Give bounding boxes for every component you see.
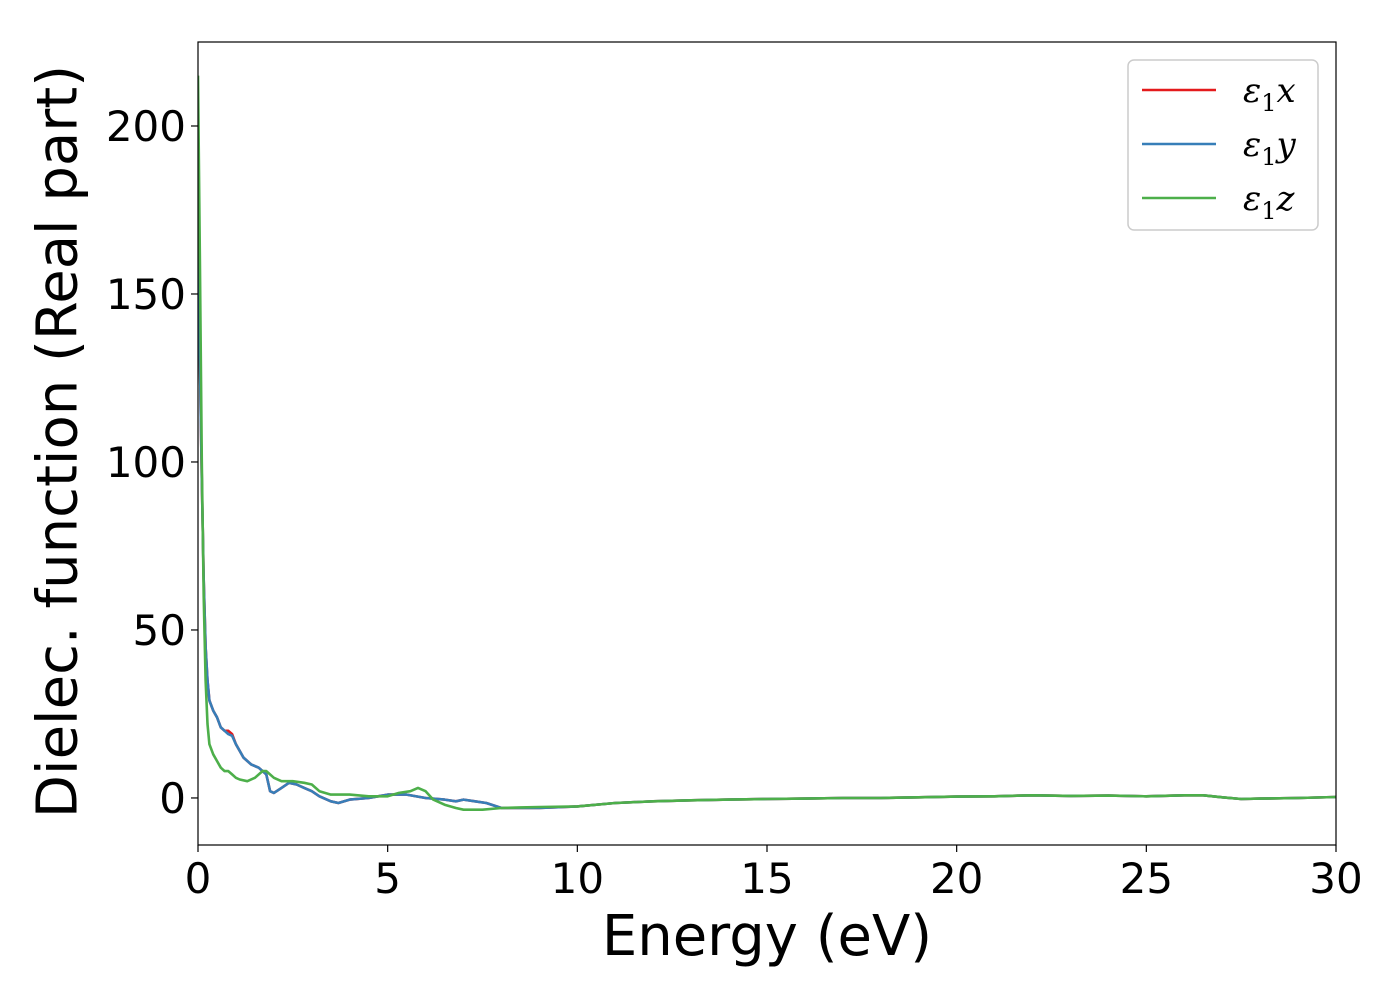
legend-label-x: ε1x — [1243, 71, 1296, 117]
legend-box — [1127, 59, 1319, 231]
y-tick-label: 50 — [133, 606, 186, 655]
y-tick-label: 150 — [106, 270, 186, 319]
y-axis: 0 50 100 150 200 — [106, 102, 198, 823]
x-tick-label: 15 — [740, 854, 793, 903]
series-line-z — [198, 75, 1336, 812]
legend-label-y: ε1y — [1243, 125, 1297, 171]
x-axis-label: Energy (eV) — [602, 904, 932, 969]
x-tick-label: 20 — [930, 854, 983, 903]
x-tick-label: 0 — [185, 854, 212, 903]
x-tick-label: 5 — [374, 854, 401, 903]
legend: ε1x ε1y ε1z — [1127, 59, 1319, 231]
y-tick-label: 100 — [106, 438, 186, 487]
legend-label-z: ε1z — [1243, 179, 1296, 225]
y-tick-label: 0 — [159, 774, 186, 823]
y-axis-label: Dielec. function (Real part) — [26, 65, 91, 818]
x-tick-label: 25 — [1120, 854, 1173, 903]
x-axis: 0 5 10 15 20 25 30 — [185, 845, 1363, 903]
y-tick-label: 200 — [106, 102, 186, 151]
x-tick-label: 30 — [1309, 854, 1362, 903]
x-tick-label: 10 — [551, 854, 604, 903]
plot-series-group — [198, 75, 1336, 812]
